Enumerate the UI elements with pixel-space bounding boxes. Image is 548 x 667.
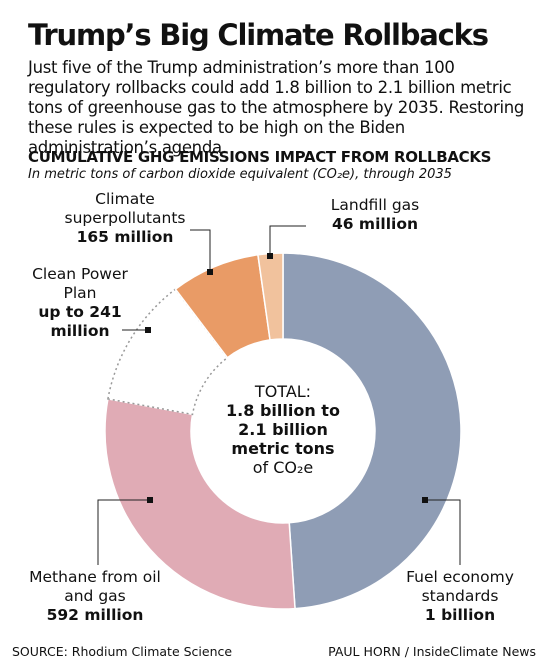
title: Trump’s Big Climate Rollbacks bbox=[28, 18, 489, 52]
chart-title: CUMULATIVE GHG EMISSIONS IMPACT FROM ROL… bbox=[28, 148, 492, 166]
slice bbox=[282, 252, 462, 610]
slice-label: Clean Power Plan up to 241 million bbox=[20, 265, 140, 341]
slice-label: Fuel economy standards 1 billion bbox=[385, 568, 535, 625]
center-label: TOTAL: 1.8 billion to 2.1 billion metric… bbox=[213, 382, 353, 477]
intro: Just five of the Trump administration’s … bbox=[28, 58, 525, 157]
category-name: Landfill gas bbox=[330, 196, 420, 214]
slice bbox=[257, 252, 284, 341]
leader-line bbox=[190, 229, 211, 272]
total-value: 1.8 billion to 2.1 billion metric tons bbox=[226, 401, 340, 458]
leader-dot bbox=[207, 269, 213, 275]
value-label: 592 million bbox=[46, 606, 144, 624]
leader-line bbox=[425, 499, 461, 565]
category-name: Climate superpollutants bbox=[64, 190, 186, 227]
category-name: Clean Power Plan bbox=[32, 265, 128, 302]
slice-label: Climate superpollutants 165 million bbox=[50, 190, 200, 247]
value-label: 165 million bbox=[76, 228, 174, 246]
leader-line bbox=[97, 499, 150, 565]
credit: PAUL HORN / InsideClimate News bbox=[328, 644, 536, 659]
value-label: 1 billion bbox=[424, 606, 496, 624]
slice bbox=[104, 398, 296, 610]
category-name: Fuel economy standards bbox=[406, 568, 514, 605]
slice-label: Landfill gas 46 million bbox=[305, 196, 445, 234]
total-label: TOTAL: bbox=[254, 382, 312, 401]
value-label: up to 241 million bbox=[38, 303, 122, 340]
source: SOURCE: Rhodium Climate Science bbox=[12, 644, 233, 659]
category-name: Methane from oil and gas bbox=[29, 568, 161, 605]
value-label: 46 million bbox=[331, 215, 419, 233]
slice-label: Methane from oil and gas 592 million bbox=[20, 568, 170, 625]
leader-dot bbox=[147, 497, 153, 503]
total-unit: of CO₂e bbox=[252, 458, 314, 477]
leader-dot bbox=[422, 497, 428, 503]
leader-dot bbox=[145, 327, 151, 333]
leader-line bbox=[269, 225, 306, 256]
chart-subtitle: In metric tons of carbon dioxide equival… bbox=[28, 167, 452, 182]
leader-dot bbox=[267, 253, 273, 259]
